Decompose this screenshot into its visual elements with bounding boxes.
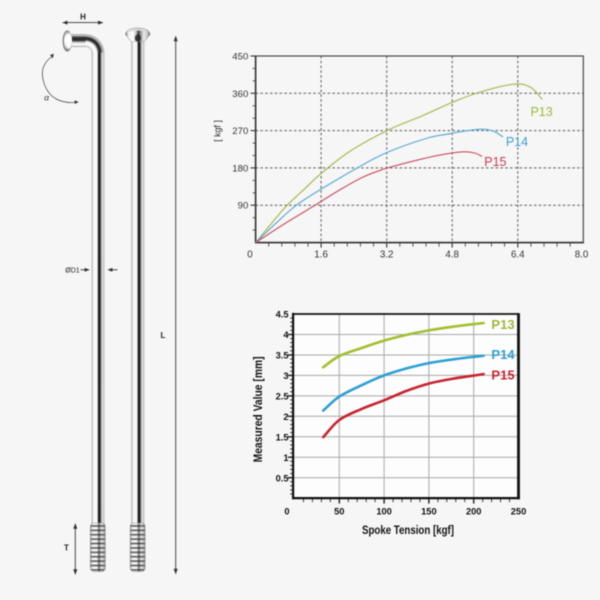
svg-text:2: 2	[283, 412, 288, 422]
svg-text:α: α	[44, 93, 50, 103]
svg-text:H: H	[80, 13, 86, 22]
svg-text:1.5: 1.5	[276, 432, 289, 442]
svg-text:6.4: 6.4	[511, 250, 525, 261]
svg-text:3.5: 3.5	[276, 351, 289, 361]
svg-text:50: 50	[334, 506, 344, 516]
svg-text:2.5: 2.5	[276, 392, 289, 402]
svg-text:3: 3	[283, 371, 288, 381]
svg-text:4.5: 4.5	[276, 310, 289, 320]
svg-text:250: 250	[511, 506, 527, 516]
svg-text:ØD1: ØD1	[65, 268, 80, 275]
svg-text:0: 0	[247, 250, 253, 261]
svg-text:[ kgf ]: [ kgf ]	[213, 120, 223, 142]
svg-text:4: 4	[283, 330, 289, 340]
svg-text:P13: P13	[491, 317, 514, 332]
svg-text:1: 1	[283, 453, 288, 463]
svg-text:P15: P15	[484, 155, 506, 169]
svg-text:180: 180	[232, 163, 248, 174]
svg-text:P15: P15	[491, 367, 514, 382]
svg-text:Measured Value [mm]: Measured Value [mm]	[251, 356, 265, 462]
svg-text:Spoke Tension [kgf]: Spoke Tension [kgf]	[362, 523, 454, 537]
svg-text:L: L	[161, 331, 166, 340]
svg-text:270: 270	[232, 126, 248, 137]
svg-text:P14: P14	[506, 135, 528, 149]
svg-text:P14: P14	[491, 347, 515, 362]
svg-text:4.8: 4.8	[445, 250, 459, 261]
svg-text:8.0: 8.0	[575, 250, 589, 261]
svg-text:200: 200	[466, 506, 482, 516]
svg-text:100: 100	[376, 506, 392, 516]
svg-text:360: 360	[232, 89, 248, 100]
svg-text:1.6: 1.6	[314, 250, 328, 261]
svg-text:150: 150	[421, 506, 437, 516]
svg-text:0.5: 0.5	[276, 473, 289, 483]
svg-text:P13: P13	[530, 105, 552, 119]
svg-text:90: 90	[238, 201, 249, 212]
svg-text:450: 450	[232, 52, 248, 63]
svg-text:0: 0	[284, 506, 289, 516]
svg-text:3.2: 3.2	[380, 250, 394, 261]
svg-text:T: T	[64, 544, 69, 553]
